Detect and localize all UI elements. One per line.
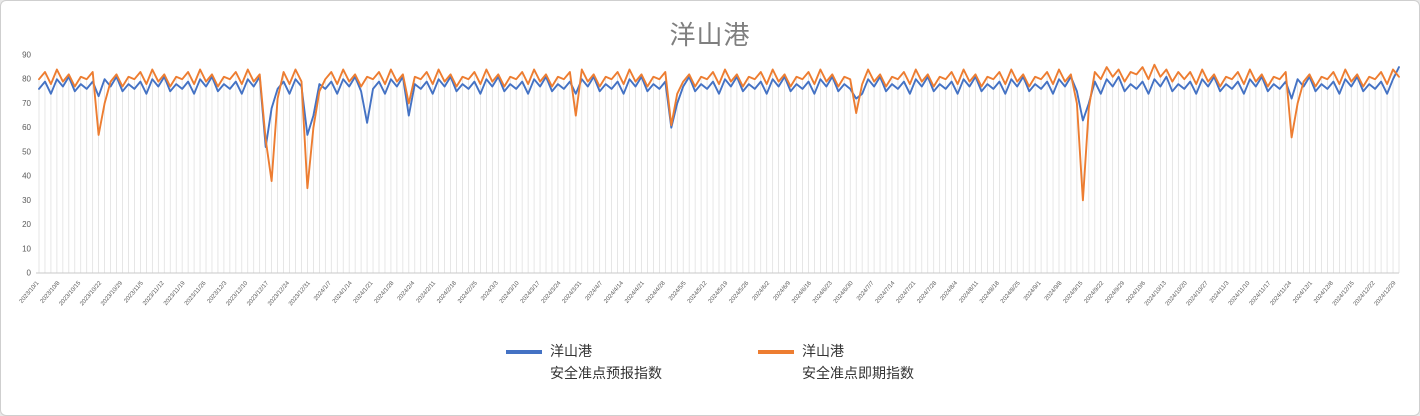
x-axis-tick-label: 2024/7/7 xyxy=(856,280,876,302)
x-axis-tick-label: 2024/8/25 xyxy=(1000,280,1022,305)
x-axis-tick-label: 2023/11/5 xyxy=(123,280,145,304)
x-axis-tick-label: 2024/2/4 xyxy=(397,280,417,302)
x-axis-tick-label: 2024/1/21 xyxy=(353,280,375,305)
x-axis-tick-label: 2023/10/1 xyxy=(19,280,41,305)
x-axis-tick-label: 2024/3/10 xyxy=(499,280,521,305)
x-axis-tick-label: 2023/12/3 xyxy=(207,280,229,305)
x-axis-tick-label: 2024/9/1 xyxy=(1023,280,1043,302)
x-axis-tick-label: 2024/1/14 xyxy=(332,280,354,305)
x-axis-tick-label: 2024/9/8 xyxy=(1044,280,1064,302)
x-axis-tick-label: 2024/2/25 xyxy=(457,280,479,305)
x-axis-tick-label: 2023/11/26 xyxy=(184,280,208,307)
y-axis-tick-label: 50 xyxy=(22,147,31,156)
x-axis-tick-label: 2024/6/30 xyxy=(833,280,855,305)
plot-area: 0 10 20 30 40 50 60 70 80 90 2023/10/1 2023/10/8 202… xyxy=(19,51,1400,307)
x-axis-tick-label: 2024/12/8 xyxy=(1313,280,1335,305)
x-axis-tick-label: 2023/10/8 xyxy=(40,280,62,305)
x-axis-tick-label: 2024/3/24 xyxy=(541,280,563,305)
x-axis-tick-label: 2024/4/14 xyxy=(603,280,625,305)
legend: 洋山港 安全准点预报指数 洋山港 安全准点即期指数 xyxy=(1,341,1419,384)
x-axis-tick-label: 2024/3/31 xyxy=(562,280,584,305)
x-axis-tick-label: 2024/6/16 xyxy=(791,280,813,305)
x-axis-tick-label: 2024/8/11 xyxy=(959,280,981,304)
series-line-spot xyxy=(38,63,1400,202)
y-axis-tick-label: 10 xyxy=(22,244,31,253)
legend-entry-spot[interactable]: 洋山港 安全准点即期指数 xyxy=(758,341,914,384)
series-line-forecast xyxy=(38,66,1400,148)
y-axis-tick-label: 80 xyxy=(22,75,31,84)
x-axis-tick-label: 2024/1/7 xyxy=(313,280,333,302)
x-axis-tick-label: 2024/4/7 xyxy=(585,280,605,302)
legend-label-spot: 洋山港 安全准点即期指数 xyxy=(802,343,914,381)
x-axis-tick-label: 2024/6/23 xyxy=(812,280,834,305)
x-axis-tick-label: 2024/4/28 xyxy=(645,280,667,305)
y-axis-tick-label: 20 xyxy=(22,220,31,229)
x-axis-tick-label: 2024/5/19 xyxy=(708,280,730,305)
legend-label-forecast: 洋山港 安全准点预报指数 xyxy=(550,343,662,381)
legend-swatch-spot-line xyxy=(758,350,794,354)
x-axis-tick-label: 2024/10/27 xyxy=(1186,280,1210,307)
x-axis-tick-label: 2024/3/3 xyxy=(480,280,500,302)
y-axis-tick-label: 60 xyxy=(22,123,31,132)
x-axis-tick-label: 2024/7/14 xyxy=(875,280,897,305)
x-axis-tick-label: 2024/6/9 xyxy=(772,280,792,302)
legend-entry-forecast[interactable]: 洋山港 安全准点预报指数 xyxy=(506,341,662,384)
x-axis-tick-label: 2023/12/31 xyxy=(288,280,312,307)
x-axis-tick-label: 2024/12/29 xyxy=(1374,280,1398,307)
y-axis-tick-label: 70 xyxy=(22,99,31,108)
x-axis-tick-label: 2024/2/11 xyxy=(416,280,438,304)
x-axis-tick-label: 2024/9/22 xyxy=(1084,280,1106,305)
x-axis-tick-label: 2024/9/15 xyxy=(1063,280,1085,305)
x-axis-tick-label: 2024/7/21 xyxy=(896,280,918,305)
y-axis-tick-label: 90 xyxy=(22,51,31,60)
y-axis-tick-label: 40 xyxy=(22,172,31,181)
x-axis-tick-label: 2024/3/17 xyxy=(520,280,542,305)
x-axis-tick-label: 2024/7/28 xyxy=(916,280,938,305)
y-axis-tick-label: 0 xyxy=(27,269,32,278)
legend-swatch-forecast-line xyxy=(506,350,542,354)
x-axis-tick-label: 2024/11/3 xyxy=(1209,280,1231,304)
y-axis-tick-label: 30 xyxy=(22,196,31,205)
x-axis-tick-label: 2024/10/6 xyxy=(1125,280,1147,305)
x-axis-tick-label: 2023/10/29 xyxy=(100,280,124,307)
x-axis-tick-label: 2024/8/4 xyxy=(940,280,960,302)
x-axis-tick-label: 2024/9/29 xyxy=(1104,280,1126,305)
x-axis-tick-label: 2024/6/2 xyxy=(752,280,772,302)
x-axis-tick-label: 2024/5/5 xyxy=(668,280,688,302)
chart-title: 洋山港 xyxy=(669,20,751,50)
x-axis-tick-label: 2024/1/28 xyxy=(374,280,396,305)
x-axis-tick-label: 2024/8/18 xyxy=(979,280,1001,305)
x-axis-tick-label: 2024/2/18 xyxy=(436,280,458,305)
x-axis-tick-label: 2024/5/26 xyxy=(729,280,751,305)
x-axis-tick-label: 2024/5/12 xyxy=(687,280,709,305)
x-axis-tick-label: 2024/4/21 xyxy=(624,280,646,305)
x-axis-tick-label: 2024/12/1 xyxy=(1292,280,1314,305)
x-axis-tick-label: 2024/11/24 xyxy=(1270,280,1294,307)
